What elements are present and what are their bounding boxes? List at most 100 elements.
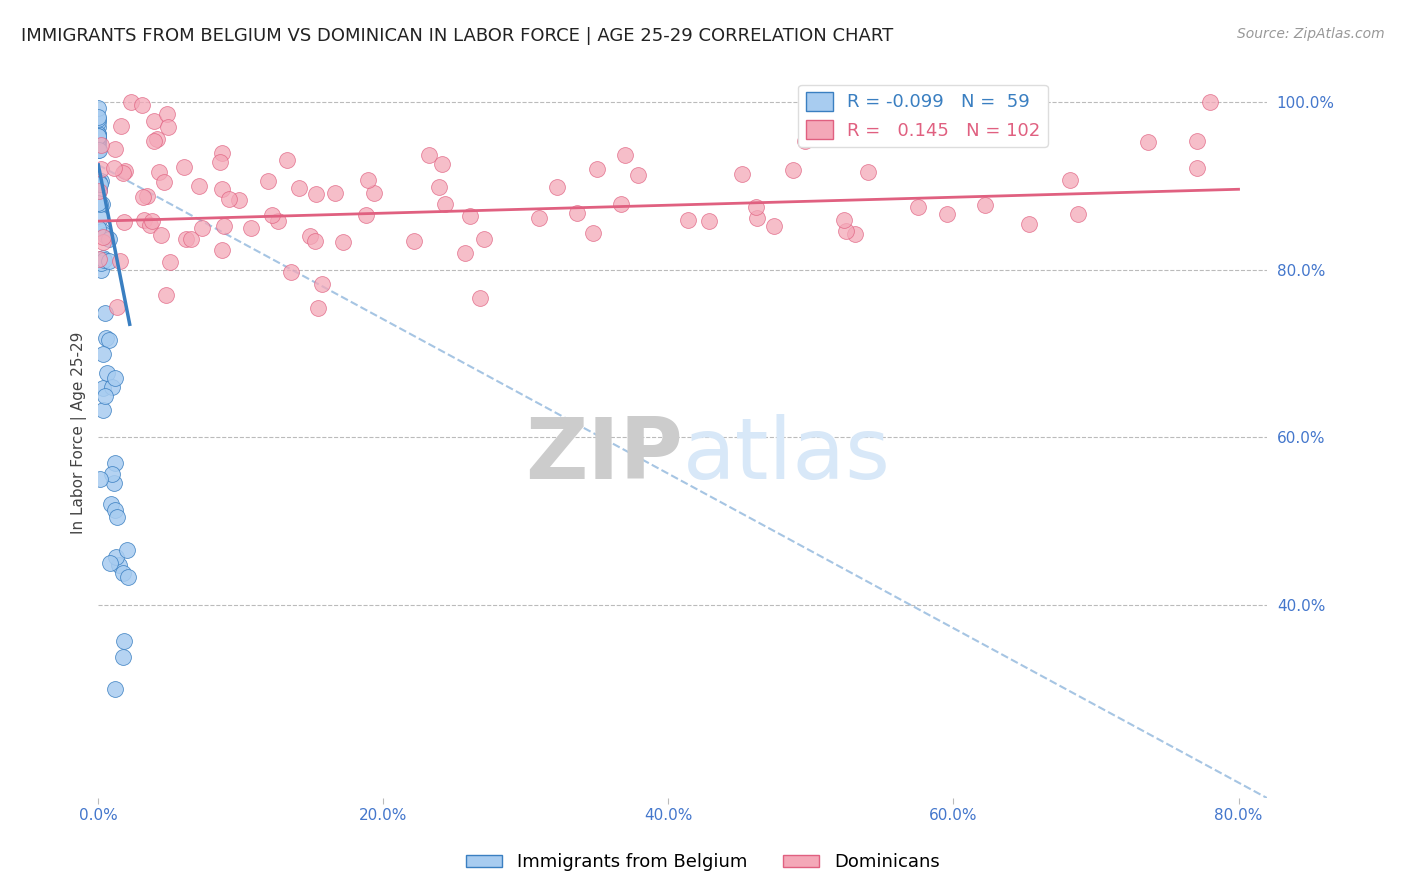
Point bbox=[280, 265, 302, 279]
Point bbox=[131, 98, 153, 112]
Point bbox=[104, 503, 127, 517]
Point bbox=[610, 197, 633, 211]
Point bbox=[856, 165, 879, 179]
Point bbox=[782, 163, 804, 178]
Point bbox=[1185, 161, 1208, 176]
Point bbox=[90, 138, 112, 153]
Point bbox=[311, 277, 333, 292]
Point bbox=[262, 208, 284, 222]
Point bbox=[112, 650, 135, 665]
Point bbox=[87, 101, 110, 115]
Point bbox=[211, 182, 233, 196]
Point bbox=[87, 128, 110, 143]
Point bbox=[104, 456, 127, 470]
Point bbox=[104, 371, 127, 385]
Point bbox=[149, 228, 172, 243]
Point bbox=[98, 254, 121, 268]
Point bbox=[103, 161, 125, 175]
Point bbox=[974, 198, 997, 212]
Point bbox=[159, 255, 181, 269]
Point bbox=[418, 148, 440, 162]
Point bbox=[90, 256, 112, 270]
Point bbox=[174, 232, 197, 246]
Point bbox=[276, 153, 298, 167]
Point bbox=[93, 228, 115, 243]
Point bbox=[135, 189, 157, 203]
Point bbox=[582, 227, 605, 241]
Point bbox=[474, 232, 496, 246]
Legend: R = -0.099   N =  59, R =   0.145   N = 102: R = -0.099 N = 59, R = 0.145 N = 102 bbox=[799, 85, 1047, 147]
Point bbox=[256, 174, 278, 188]
Point bbox=[404, 234, 426, 248]
Point bbox=[87, 127, 110, 141]
Point bbox=[155, 287, 177, 301]
Point bbox=[101, 380, 124, 394]
Point bbox=[89, 177, 111, 191]
Point bbox=[87, 127, 110, 141]
Point bbox=[832, 213, 855, 227]
Text: IMMIGRANTS FROM BELGIUM VS DOMINICAN IN LABOR FORCE | AGE 25-29 CORRELATION CHAR: IMMIGRANTS FROM BELGIUM VS DOMINICAN IN … bbox=[21, 27, 893, 45]
Point bbox=[87, 110, 110, 124]
Point bbox=[212, 219, 235, 233]
Point bbox=[120, 95, 142, 110]
Point bbox=[117, 542, 139, 557]
Point bbox=[87, 220, 110, 235]
Point bbox=[87, 184, 110, 198]
Point bbox=[188, 178, 211, 193]
Point bbox=[173, 160, 195, 174]
Point bbox=[180, 232, 202, 246]
Point bbox=[935, 207, 957, 221]
Point bbox=[87, 129, 110, 144]
Point bbox=[877, 128, 900, 142]
Point bbox=[218, 193, 240, 207]
Point bbox=[745, 200, 768, 214]
Point bbox=[1199, 95, 1222, 109]
Point bbox=[89, 472, 111, 486]
Point bbox=[90, 262, 112, 277]
Point bbox=[117, 570, 139, 584]
Point bbox=[209, 155, 232, 169]
Point bbox=[191, 221, 214, 235]
Point bbox=[427, 179, 450, 194]
Point bbox=[304, 234, 326, 248]
Point bbox=[793, 134, 815, 148]
Point bbox=[87, 183, 110, 197]
Point bbox=[108, 254, 131, 268]
Point bbox=[139, 219, 162, 233]
Point bbox=[458, 209, 481, 223]
Point bbox=[100, 497, 122, 511]
Legend: Immigrants from Belgium, Dominicans: Immigrants from Belgium, Dominicans bbox=[460, 847, 946, 879]
Point bbox=[87, 252, 110, 266]
Point bbox=[132, 213, 155, 227]
Point bbox=[87, 115, 110, 129]
Point bbox=[108, 558, 131, 572]
Point bbox=[114, 634, 136, 648]
Point bbox=[1136, 135, 1159, 149]
Point bbox=[112, 566, 135, 580]
Point bbox=[91, 403, 114, 417]
Point bbox=[103, 476, 125, 491]
Point bbox=[434, 197, 457, 211]
Text: atlas: atlas bbox=[683, 414, 890, 497]
Point bbox=[90, 162, 112, 177]
Point bbox=[141, 214, 163, 228]
Point bbox=[323, 186, 346, 200]
Point bbox=[156, 120, 179, 135]
Point bbox=[585, 162, 607, 177]
Point bbox=[89, 211, 111, 225]
Point bbox=[627, 168, 650, 182]
Point bbox=[731, 167, 754, 181]
Point bbox=[114, 163, 136, 178]
Point bbox=[1067, 207, 1090, 221]
Point bbox=[87, 137, 110, 152]
Point bbox=[142, 134, 165, 148]
Point bbox=[105, 549, 128, 564]
Point bbox=[697, 213, 720, 227]
Point bbox=[267, 214, 290, 228]
Point bbox=[91, 235, 114, 250]
Point bbox=[96, 366, 118, 380]
Point bbox=[91, 251, 114, 265]
Point bbox=[98, 556, 121, 570]
Point bbox=[356, 173, 378, 187]
Point bbox=[567, 206, 589, 220]
